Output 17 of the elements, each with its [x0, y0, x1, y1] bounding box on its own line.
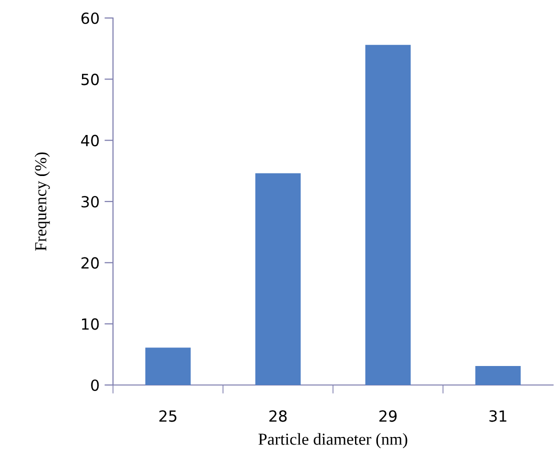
x-tick-label: 28 — [269, 410, 287, 422]
x-tick-label: 25 — [159, 410, 176, 422]
y-tick-label: 50 — [82, 74, 99, 86]
x-tick-label: 29 — [379, 410, 397, 422]
bar — [365, 44, 411, 385]
y-tick-label: 60 — [81, 12, 99, 24]
y-tick-label: 30 — [82, 196, 99, 208]
y-tick-label: 40 — [81, 134, 99, 146]
y-tick-label: 0 — [91, 379, 99, 392]
x-tick-label: 31 — [489, 410, 506, 422]
y-axis-title: Frequency (%) — [34, 152, 50, 251]
bar — [145, 348, 191, 385]
bar — [475, 366, 521, 385]
y-tick-label: 10 — [82, 318, 99, 330]
x-axis-title: Particle diameter (nm) — [258, 433, 408, 448]
y-tick-label: 20 — [81, 257, 99, 269]
bar — [255, 173, 301, 385]
